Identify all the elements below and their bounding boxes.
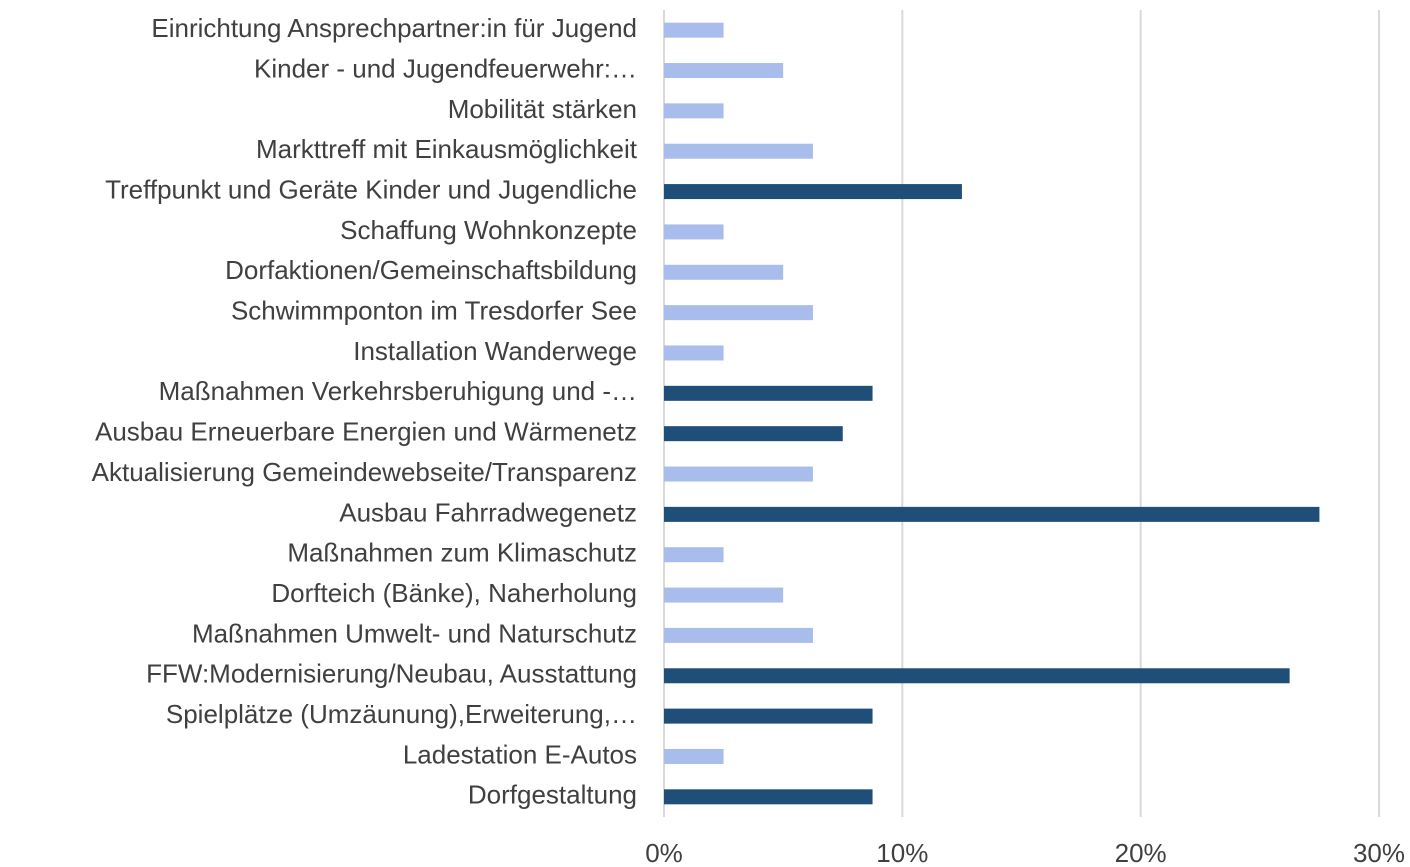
x-tick-label: 20% [1115, 838, 1167, 867]
y-tick-label: Schwimmponton im Tresdorfer See [231, 296, 637, 326]
bar [664, 668, 1290, 684]
bar [664, 345, 724, 361]
bar [664, 426, 843, 442]
bar [664, 103, 724, 119]
y-tick-label: Ausbau Fahrradwegenetz [339, 497, 637, 527]
y-tick-label: Kinder - und Jugendfeuerwehr:… [254, 53, 637, 83]
y-tick-label: Dorfgestaltung [468, 780, 637, 810]
y-tick-label: Aktualisierung Gemeindewebseite/Transpar… [92, 457, 637, 487]
y-tick-label: Installation Wanderwege [353, 336, 637, 366]
bar [664, 63, 784, 79]
y-tick-label: Markttreff mit Einkausmöglichkeit [256, 134, 638, 164]
bar [664, 627, 813, 643]
bar [664, 466, 813, 482]
bar [664, 224, 724, 240]
bar [664, 547, 724, 563]
bar [664, 708, 873, 724]
y-tick-label: Treffpunkt und Geräte Kinder und Jugendl… [105, 174, 637, 204]
bar [664, 184, 962, 200]
y-tick-label: Spielplätze (Umzäunung),Erweiterung,… [166, 699, 637, 729]
bar [664, 506, 1320, 522]
y-tick-label: Ladestation E-Autos [403, 739, 637, 769]
x-tick-label: 0% [645, 838, 683, 867]
bar [664, 748, 724, 764]
bar [664, 305, 813, 321]
bar [664, 789, 873, 805]
y-tick-label: Maßnahmen zum Klimaschutz [287, 538, 637, 568]
x-tick-label: 10% [876, 838, 928, 867]
bar [664, 143, 813, 159]
y-tick-label: FFW:Modernisierung/Neubau, Ausstattung [146, 659, 637, 689]
bar [664, 22, 724, 38]
x-tick-label: 30% [1353, 838, 1405, 867]
y-tick-label: Ausbau Erneuerbare Energien und Wärmenet… [95, 417, 637, 447]
y-tick-label: Dorfteich (Bänke), Naherholung [271, 578, 637, 608]
y-tick-label: Dorfaktionen/Gemeinschaftsbildung [225, 255, 637, 285]
bar [664, 385, 873, 401]
bar [664, 587, 784, 603]
y-tick-label: Maßnahmen Umwelt- und Naturschutz [192, 618, 637, 648]
y-tick-label: Maßnahmen Verkehrsberuhigung und -… [159, 376, 637, 406]
y-tick-label: Mobilität stärken [448, 94, 637, 124]
y-tick-label: Einrichtung Ansprechpartner:in für Jugen… [151, 13, 637, 43]
bar [664, 264, 784, 280]
y-tick-label: Schaffung Wohnkonzepte [340, 215, 637, 245]
